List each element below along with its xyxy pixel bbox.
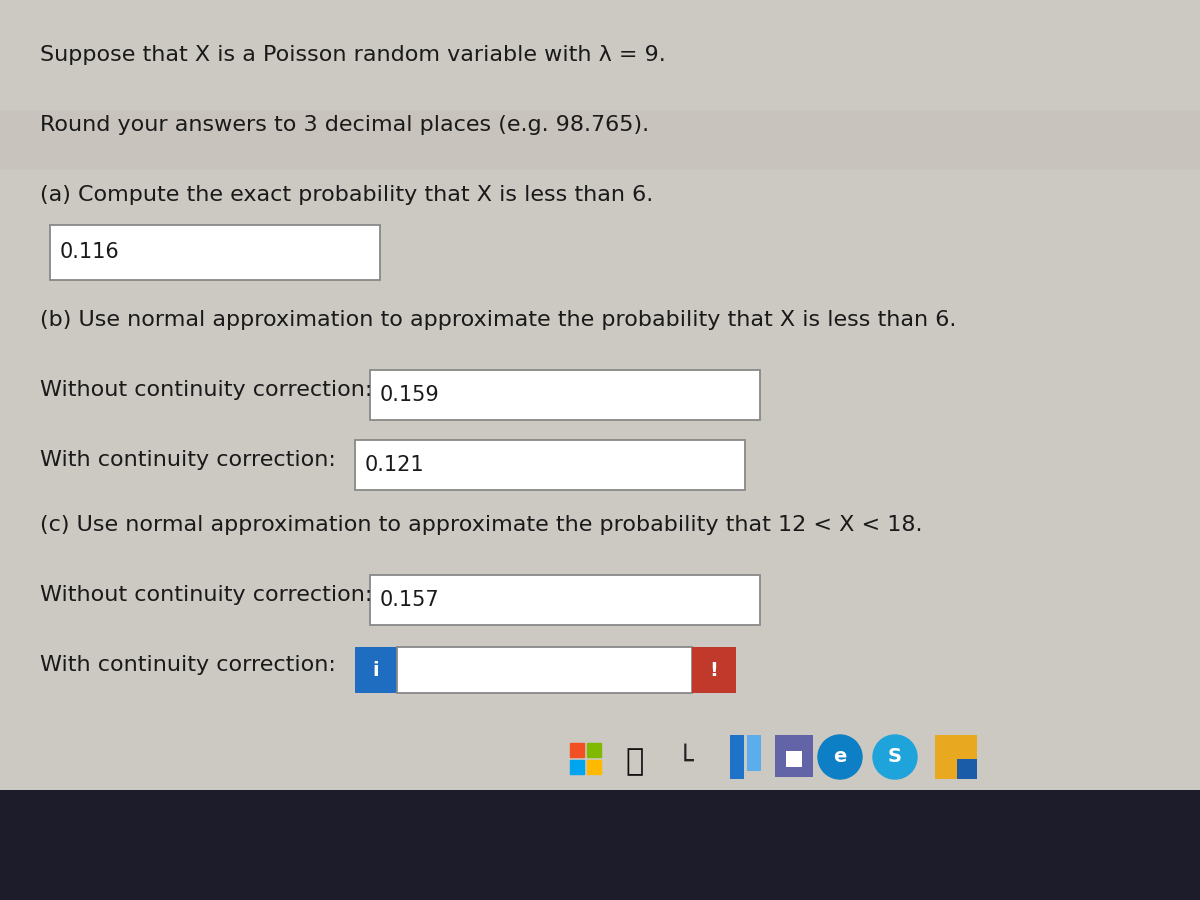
Bar xyxy=(587,743,601,757)
FancyBboxPatch shape xyxy=(746,735,761,771)
Circle shape xyxy=(818,735,862,779)
Bar xyxy=(570,760,584,774)
Text: !: ! xyxy=(709,661,719,680)
Text: With continuity correction:: With continuity correction: xyxy=(40,655,336,675)
Text: With continuity correction:: With continuity correction: xyxy=(40,450,336,470)
Text: 0.159: 0.159 xyxy=(380,385,439,405)
Text: Suppose that X is a Poisson random variable with λ = 9.: Suppose that X is a Poisson random varia… xyxy=(40,45,666,65)
FancyBboxPatch shape xyxy=(397,647,692,693)
Circle shape xyxy=(874,735,917,779)
FancyBboxPatch shape xyxy=(786,751,802,767)
Text: (a) Compute the exact probability that X is less than 6.: (a) Compute the exact probability that X… xyxy=(40,185,653,205)
Text: (b) Use normal approximation to approximate the probability that X is less than : (b) Use normal approximation to approxim… xyxy=(40,310,956,330)
FancyBboxPatch shape xyxy=(370,575,760,625)
Text: Round your answers to 3 decimal places (e.g. 98.765).: Round your answers to 3 decimal places (… xyxy=(40,115,649,135)
FancyBboxPatch shape xyxy=(958,759,977,779)
Bar xyxy=(587,760,601,774)
FancyBboxPatch shape xyxy=(0,110,1200,170)
Text: 0.121: 0.121 xyxy=(365,455,425,475)
Text: 0.116: 0.116 xyxy=(60,242,120,263)
FancyBboxPatch shape xyxy=(50,225,380,280)
Text: 0.157: 0.157 xyxy=(380,590,439,610)
FancyBboxPatch shape xyxy=(355,647,397,693)
FancyBboxPatch shape xyxy=(0,790,1200,900)
FancyBboxPatch shape xyxy=(935,735,977,779)
FancyBboxPatch shape xyxy=(355,440,745,490)
Bar xyxy=(570,743,584,757)
Text: └: └ xyxy=(677,748,694,776)
Text: S: S xyxy=(888,748,902,767)
FancyBboxPatch shape xyxy=(730,735,744,779)
FancyBboxPatch shape xyxy=(370,370,760,420)
Text: ⌕: ⌕ xyxy=(626,748,644,777)
FancyBboxPatch shape xyxy=(692,647,736,693)
Text: (c) Use normal approximation to approximate the probability that 12 < X < 18.: (c) Use normal approximation to approxim… xyxy=(40,515,923,535)
FancyBboxPatch shape xyxy=(775,735,814,777)
Text: i: i xyxy=(373,661,379,680)
Text: Without continuity correction:: Without continuity correction: xyxy=(40,380,372,400)
Text: e: e xyxy=(833,748,847,767)
Text: Without continuity correction:: Without continuity correction: xyxy=(40,585,372,605)
